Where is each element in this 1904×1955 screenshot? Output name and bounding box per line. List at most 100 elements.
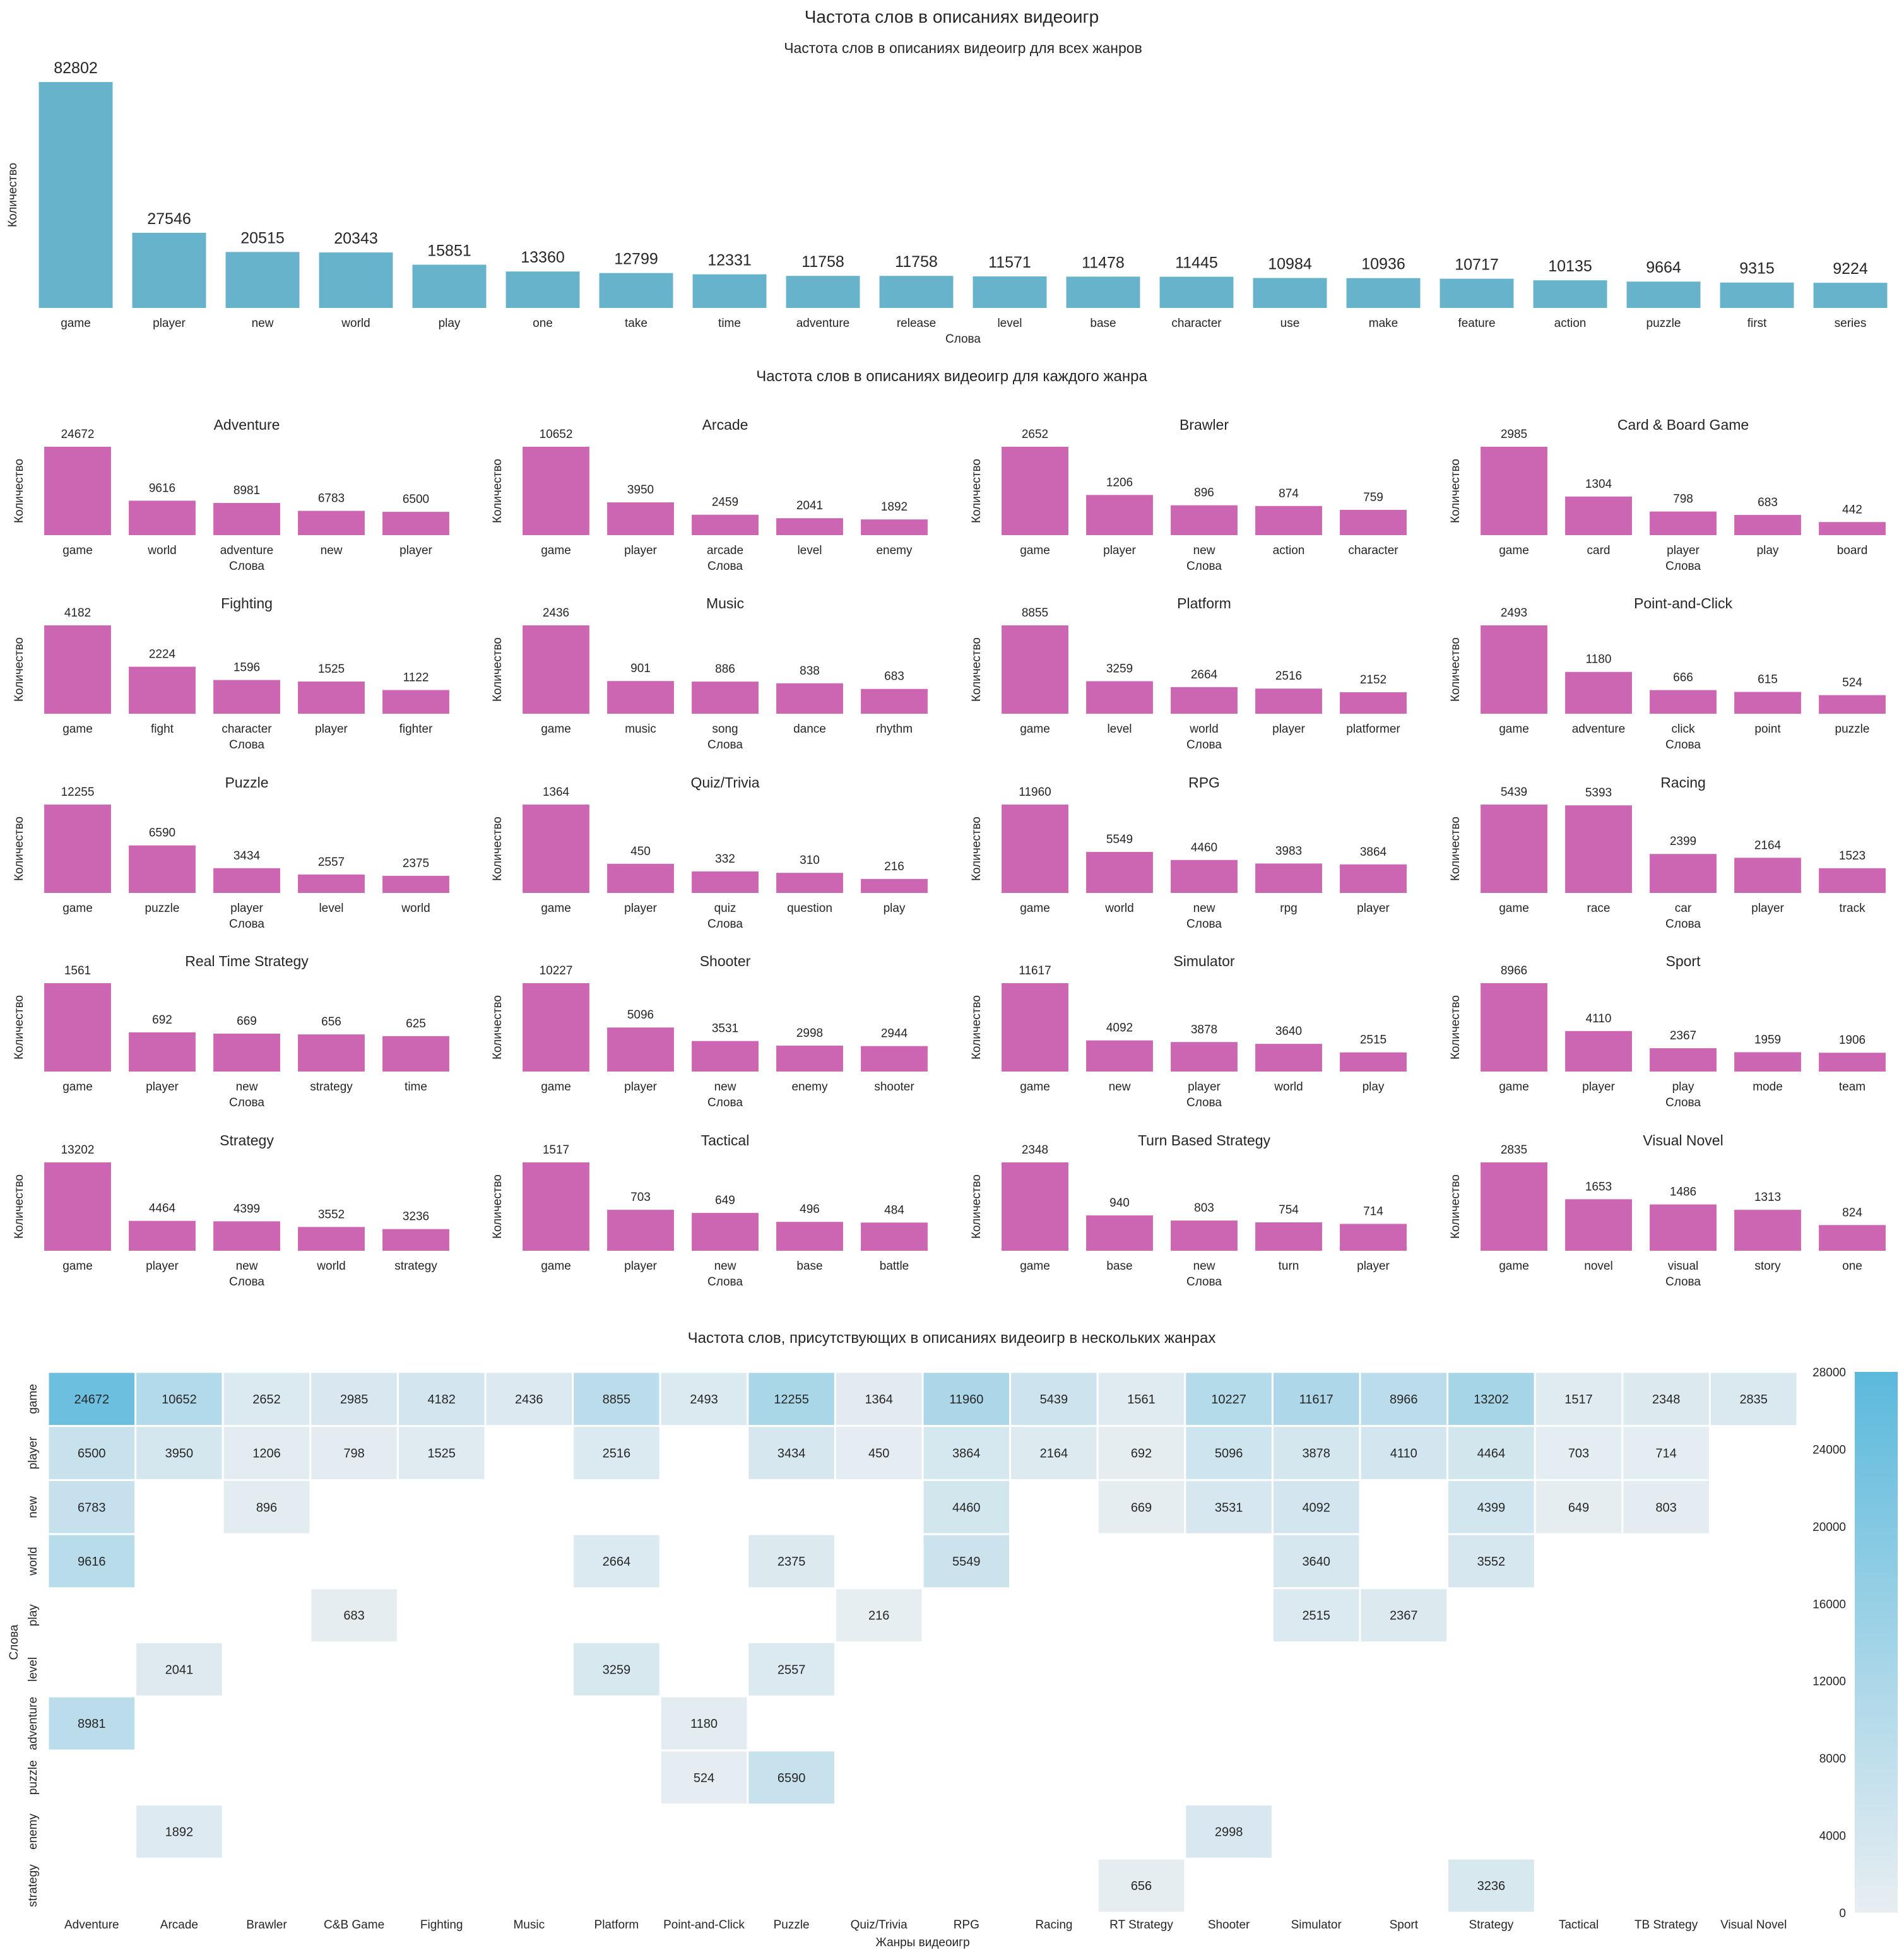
heatmap-cell — [484, 1371, 574, 1427]
value-label: 2399 — [1670, 835, 1696, 848]
x-tick-label: play — [884, 902, 906, 915]
chart-title: Tactical — [701, 1132, 750, 1149]
value-label: 703 — [630, 1191, 651, 1204]
x-tick-label: time — [405, 1080, 427, 1094]
genre-bar-charts: 24672 game 9616 world 8981 adventure 6783 new 65… — [13, 416, 1886, 1289]
bar-player — [607, 502, 674, 535]
value-label: 824 — [1842, 1206, 1862, 1219]
heatmap-cell — [572, 1425, 661, 1481]
x-tick-label: base — [1106, 1260, 1132, 1273]
value-label: 3531 — [712, 1022, 738, 1036]
value-label: 2436 — [543, 606, 569, 620]
heatmap-y-tick: adventure — [27, 1697, 40, 1751]
value-label: 625 — [406, 1017, 426, 1031]
bar-player — [1171, 1042, 1238, 1072]
heatmap-y-tick: game — [27, 1384, 40, 1414]
value-label: 649 — [715, 1194, 735, 1207]
heatmap-cell-value: 11617 — [1299, 1393, 1333, 1407]
bar-puzzle — [1626, 281, 1701, 308]
x-tick-label: battle — [880, 1260, 909, 1273]
x-tick-label: game — [1020, 902, 1050, 915]
bar-track — [1819, 868, 1886, 893]
x-tick-label: turn — [1279, 1260, 1299, 1273]
x-tick-label: player — [1103, 544, 1136, 557]
heatmap-y-tick: new — [27, 1496, 40, 1518]
chart-title: Racing — [1660, 774, 1706, 791]
heatmap-x-tick: RT Strategy — [1109, 1918, 1173, 1932]
heatmap-cell-value: 6590 — [778, 1771, 806, 1785]
bar-game — [1481, 805, 1547, 893]
value-label: 10135 — [1548, 257, 1592, 275]
heatmap-cell-value: 3236 — [1477, 1879, 1506, 1893]
value-label: 1561 — [64, 964, 91, 978]
bar-game — [1481, 447, 1547, 535]
bar-use — [1253, 278, 1327, 308]
bar-new — [1171, 859, 1238, 893]
bar-shooter — [861, 1046, 928, 1072]
x-axis-label: Слова — [1665, 1275, 1701, 1289]
heatmap-cell — [1534, 1479, 1624, 1535]
value-label: 10936 — [1361, 256, 1405, 273]
heatmap-x-tick: RPG — [954, 1918, 979, 1932]
x-tick-label: play — [1672, 1080, 1694, 1094]
value-label: 10652 — [540, 428, 573, 441]
bar-platformer — [1340, 692, 1407, 714]
heatmap-cell-value: 4110 — [1390, 1447, 1417, 1461]
bar-game — [44, 1162, 111, 1251]
x-tick-label: puzzle — [1647, 317, 1681, 330]
bar-world — [129, 500, 196, 535]
heatmap-cell-value: 450 — [868, 1447, 889, 1461]
value-label: 11617 — [1019, 964, 1051, 978]
heatmap-cell — [747, 1641, 836, 1698]
heatmap-cell — [134, 1641, 224, 1698]
heatmap-cell — [47, 1371, 137, 1427]
bar-world — [319, 252, 393, 308]
value-label: 692 — [152, 1013, 172, 1027]
heatmap-cell-value: 4464 — [1477, 1447, 1506, 1461]
x-tick-label: game — [1499, 902, 1529, 915]
value-label: 450 — [630, 845, 651, 858]
x-tick-label: music — [625, 723, 656, 736]
y-axis-label: Количество — [491, 995, 504, 1060]
bar-player — [1086, 495, 1153, 535]
value-label: 886 — [715, 663, 735, 676]
x-tick-label: enemy — [791, 1080, 828, 1094]
colorbar — [1855, 1372, 1898, 1913]
heatmap-cell-value: 2164 — [1040, 1447, 1068, 1461]
value-label: 3983 — [1275, 844, 1302, 858]
bar-play — [1340, 1052, 1407, 1072]
x-tick-label: click — [1672, 723, 1695, 736]
heatmap-cell-value: 692 — [1131, 1447, 1152, 1461]
value-label: 3864 — [1360, 846, 1387, 859]
x-tick-label: new — [714, 1080, 736, 1094]
heatmap-x-tick: Tactical — [1559, 1918, 1599, 1932]
x-tick-label: strategy — [310, 1080, 353, 1094]
x-tick-label: player — [146, 1260, 179, 1273]
colorbar-tick: 4000 — [1819, 1830, 1846, 1843]
value-label: 615 — [1758, 673, 1778, 686]
y-axis-label: Количество — [13, 817, 26, 881]
bar-world — [382, 875, 449, 893]
bar-world — [1086, 852, 1153, 893]
value-label: 1364 — [543, 786, 570, 799]
x-axis-label: Слова — [707, 560, 743, 573]
value-label: 2164 — [1754, 839, 1782, 852]
x-axis-label: Слова — [1186, 560, 1222, 573]
x-tick-label: use — [1280, 317, 1300, 330]
bar-fighter — [382, 690, 449, 714]
heatmap-cell-value: 24672 — [74, 1393, 109, 1407]
bar-game — [44, 447, 111, 535]
heatmap-cell-value: 4460 — [952, 1501, 981, 1515]
x-tick-label: new — [1109, 1080, 1131, 1094]
x-axis-label: Слова — [1665, 918, 1701, 931]
heatmap-cell-value: 1525 — [427, 1447, 456, 1461]
y-axis-label: Количество — [970, 817, 983, 881]
heatmap-cell — [1446, 1533, 1536, 1590]
value-label: 940 — [1109, 1196, 1130, 1210]
heatmap-x-tick: Shooter — [1208, 1918, 1250, 1932]
bar-music — [607, 681, 674, 714]
heatmap-cell-value: 13202 — [1474, 1393, 1509, 1407]
heatmap-x-tick: Strategy — [1469, 1918, 1514, 1932]
x-tick-label: point — [1754, 723, 1781, 736]
heatmap-cell — [747, 1749, 836, 1806]
